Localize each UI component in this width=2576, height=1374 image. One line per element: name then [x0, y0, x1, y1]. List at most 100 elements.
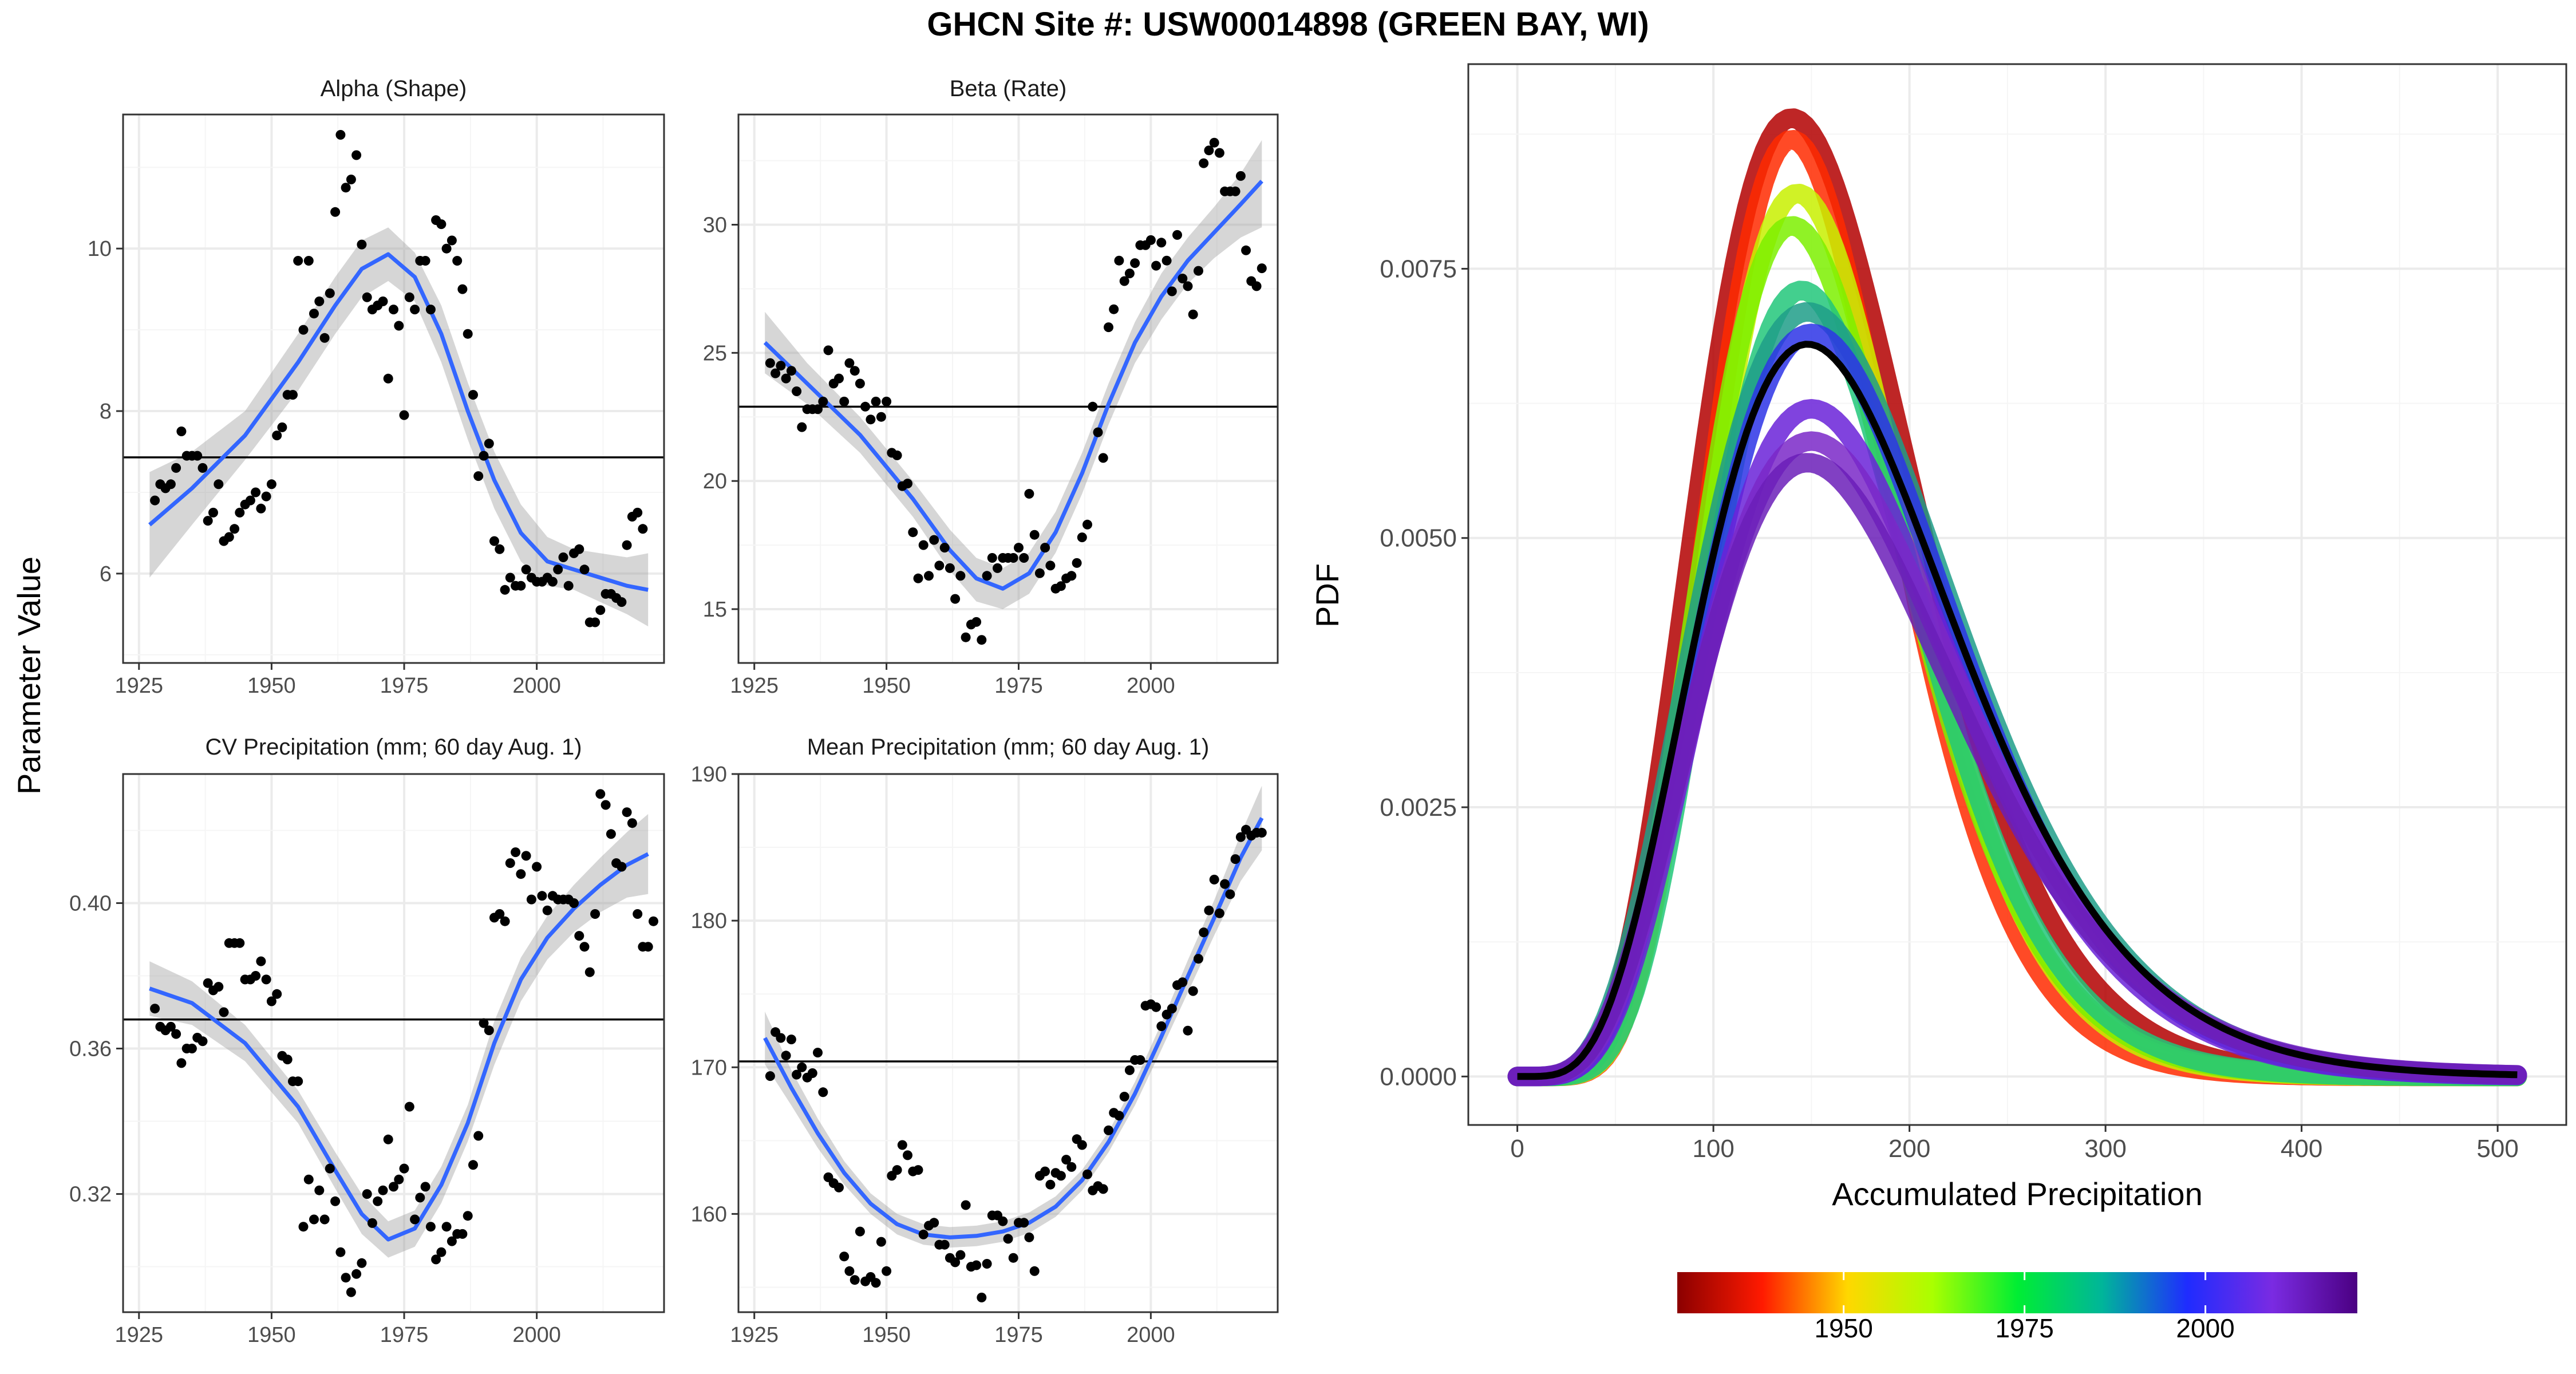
- y-tick-label: 6: [100, 562, 112, 586]
- data-point: [574, 931, 584, 941]
- data-point: [1151, 260, 1161, 271]
- data-point: [871, 396, 881, 406]
- data-point: [272, 431, 282, 441]
- data-point: [335, 1247, 346, 1257]
- smooth-line: [149, 852, 649, 1242]
- data-point: [389, 305, 398, 315]
- data-point: [1066, 571, 1077, 581]
- data-point: [987, 553, 997, 563]
- y-tick-label: 0.32: [69, 1183, 112, 1207]
- data-point: [537, 891, 547, 901]
- data-point: [521, 564, 531, 575]
- x-tick-label: 1975: [994, 674, 1043, 698]
- data-point: [479, 451, 489, 461]
- data-point: [330, 1196, 341, 1206]
- data-point: [977, 1292, 987, 1302]
- data-point: [266, 996, 276, 1006]
- data-point: [394, 321, 404, 331]
- data-point: [277, 422, 287, 432]
- data-point: [622, 807, 632, 818]
- x-tick-label: 500: [2476, 1135, 2518, 1163]
- colorbar-label: 1975: [1995, 1313, 2053, 1343]
- data-point: [1124, 1065, 1135, 1075]
- data-point: [606, 829, 616, 839]
- data-point: [1257, 828, 1267, 838]
- data-point: [792, 1069, 802, 1080]
- y-tick-label: 180: [691, 909, 727, 933]
- data-point: [961, 1200, 971, 1210]
- data-point: [171, 1029, 181, 1039]
- data-point: [1082, 1169, 1092, 1179]
- colorbar: [1677, 1272, 2357, 1313]
- data-point: [797, 422, 807, 432]
- x-tick-label: 2000: [512, 1323, 561, 1347]
- data-point: [797, 1062, 807, 1072]
- data-point: [595, 789, 606, 799]
- data-point: [892, 1165, 902, 1175]
- data-point: [436, 219, 447, 230]
- data-point: [378, 296, 388, 306]
- data-point: [176, 427, 187, 436]
- y-tick-label: 10: [88, 237, 112, 261]
- data-point: [251, 971, 261, 981]
- y-tick-label: 0.0000: [1380, 1063, 1457, 1091]
- data-point: [569, 898, 579, 908]
- data-point: [955, 571, 966, 581]
- data-point: [351, 150, 362, 160]
- data-point: [765, 1071, 775, 1081]
- data-point: [600, 800, 611, 810]
- data-point: [913, 573, 923, 583]
- data-point: [357, 239, 367, 250]
- data-point: [532, 862, 542, 872]
- data-point: [1066, 1162, 1077, 1172]
- data-point: [1072, 558, 1082, 568]
- data-point: [1109, 304, 1119, 314]
- data-point: [929, 535, 939, 545]
- data-point: [547, 577, 558, 587]
- panel-title: CV Precipitation (mm; 60 day Aug. 1): [205, 735, 582, 760]
- data-point: [982, 571, 992, 581]
- data-point: [197, 1036, 208, 1047]
- data-point: [1209, 874, 1219, 885]
- data-point: [516, 869, 526, 879]
- data-point: [362, 292, 372, 302]
- x-tick-label: 100: [1692, 1135, 1734, 1163]
- data-point: [1230, 854, 1240, 864]
- x-tick-label: 1925: [115, 1323, 164, 1347]
- panel-background: [123, 774, 664, 1312]
- data-point: [383, 373, 393, 384]
- panel-border: [1467, 63, 2567, 1126]
- data-point: [834, 1182, 844, 1193]
- data-point: [425, 305, 436, 315]
- data-point: [1029, 530, 1040, 540]
- data-point: [1098, 1184, 1108, 1194]
- data-point: [892, 450, 902, 460]
- y-tick-label: 0.0025: [1380, 793, 1457, 822]
- data-point: [839, 1251, 850, 1262]
- data-point: [495, 544, 505, 554]
- data-point: [834, 373, 844, 384]
- data-point: [484, 439, 494, 449]
- data-point: [378, 1185, 388, 1195]
- data-point: [781, 373, 791, 384]
- data-point: [319, 333, 330, 343]
- data-point: [1114, 1111, 1124, 1121]
- panel-border: [122, 113, 665, 664]
- data-point: [860, 401, 871, 412]
- data-point: [1188, 309, 1198, 319]
- data-point: [452, 256, 463, 266]
- colorbar-label: 1950: [1815, 1313, 1873, 1343]
- panel-title: Beta (Rate): [950, 76, 1067, 101]
- y-tick-label: 0.0075: [1380, 255, 1457, 283]
- data-point: [939, 1239, 950, 1250]
- data-point: [1199, 158, 1209, 168]
- data-point: [298, 325, 309, 335]
- data-point: [314, 296, 325, 306]
- data-point: [823, 345, 833, 356]
- panel-title: Mean Precipitation (mm; 60 day Aug. 1): [807, 735, 1210, 760]
- data-point: [1156, 238, 1167, 248]
- data-point: [272, 989, 282, 999]
- data-point: [1119, 1092, 1129, 1101]
- data-point: [1204, 145, 1214, 156]
